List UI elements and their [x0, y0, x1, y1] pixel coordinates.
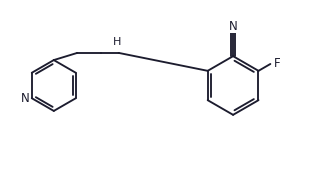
Text: N: N [21, 92, 30, 105]
Text: H: H [113, 37, 121, 48]
Text: N: N [229, 20, 237, 33]
Text: F: F [274, 57, 281, 70]
